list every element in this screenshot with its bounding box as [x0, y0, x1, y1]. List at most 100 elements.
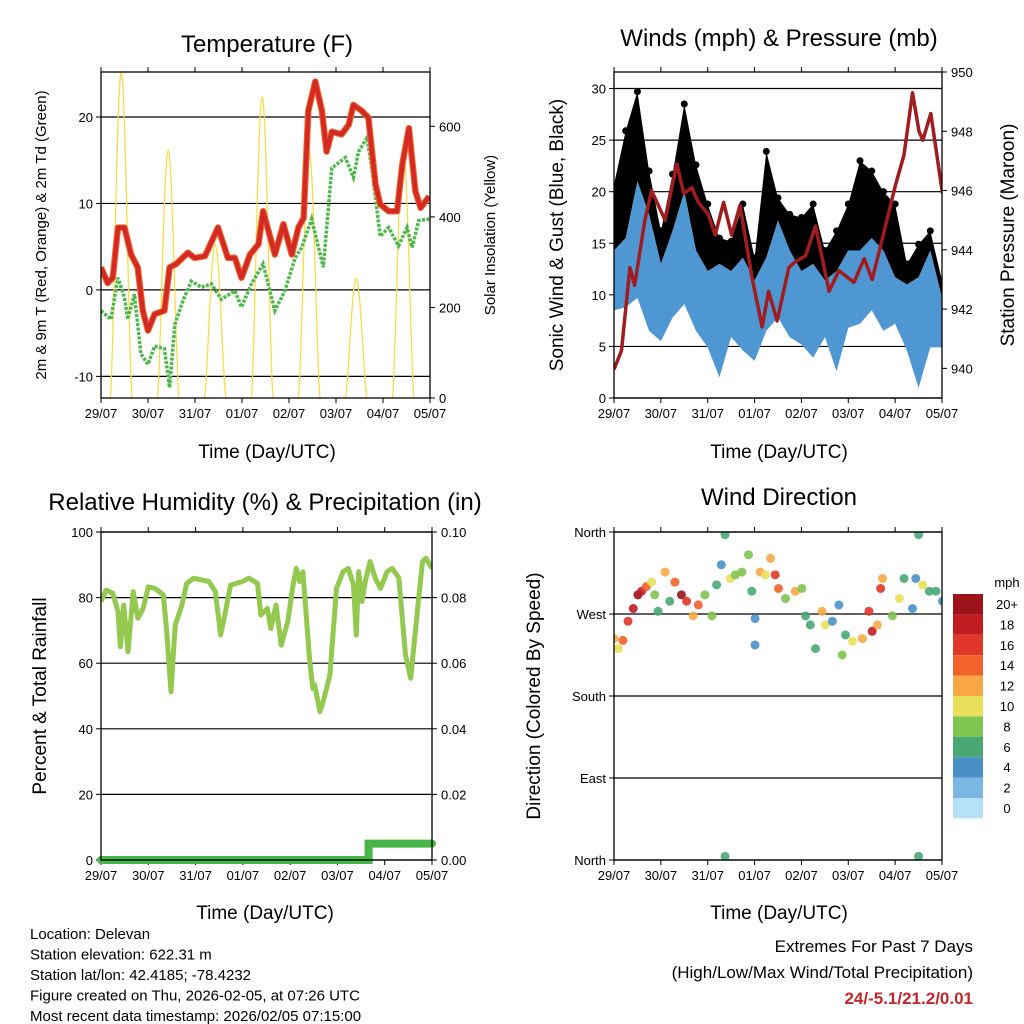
- wind-direction-point: [899, 573, 909, 583]
- wind-direction-point: [700, 590, 710, 600]
- wind-direction-point: [914, 532, 924, 540]
- gust-point: [680, 100, 688, 108]
- wind-direction-point: [773, 583, 783, 593]
- solar-insolation-line-day-3: [250, 95, 274, 398]
- legend-label: 20+: [996, 597, 1018, 612]
- plot-frame: [613, 71, 943, 399]
- x-tick-label: 31/07: [691, 406, 724, 421]
- wind-direction-point: [911, 573, 921, 583]
- x-tick-label: 02/07: [785, 406, 818, 421]
- x-tick-label: 30/07: [132, 406, 165, 421]
- wind-direction-point: [670, 577, 680, 587]
- legend-swatch: [953, 777, 983, 798]
- x-axis-label: Time (Day/UTC): [710, 442, 848, 463]
- x-tick-label: 02/07: [785, 868, 818, 883]
- y-tick-label-right: 0.02: [441, 787, 466, 802]
- gust-point: [727, 237, 735, 245]
- gust-point: [856, 157, 864, 165]
- temperature-2m-line: [101, 79, 430, 333]
- x-tick-label: 02/07: [273, 406, 306, 421]
- y-tick-label-right: 0: [439, 391, 446, 406]
- x-tick-label: 05/07: [414, 406, 447, 421]
- wind-direction-point: [924, 586, 934, 596]
- wind-direction-point: [857, 634, 867, 644]
- y-tick-label: 40: [79, 722, 93, 737]
- plot-area: [614, 532, 942, 860]
- extremes-subtitle: (High/Low/Max Wind/Total Precipitation): [672, 963, 973, 982]
- wind-direction-point: [737, 567, 747, 577]
- gust-point: [915, 240, 923, 248]
- wind-direction-point: [770, 570, 780, 580]
- gust-band: [614, 91, 942, 298]
- wind-direction-point: [676, 590, 686, 600]
- y-tick-label: -10: [74, 369, 93, 384]
- wind-direction-point: [688, 611, 698, 621]
- gust-point: [762, 147, 770, 155]
- y-tick-label: 15: [592, 236, 606, 251]
- wind-direction-point: [820, 620, 830, 630]
- x-tick-label: 03/07: [832, 406, 865, 421]
- wind_direction-panel: [609, 527, 943, 865]
- wind-direction-point: [801, 611, 811, 621]
- plot-frame: [100, 71, 431, 399]
- footer-line: Figure created on Thu, 2026-02-05, at 07…: [30, 988, 360, 1005]
- x-tick-label: 04/07: [368, 868, 401, 883]
- chart-title: Winds (mph) & Pressure (mb): [620, 25, 937, 52]
- y-tick-label: South: [572, 689, 606, 704]
- legend-swatch: [953, 736, 983, 758]
- y-tick-label-right: 946: [951, 184, 973, 199]
- x-tick-label: 05/07: [926, 868, 959, 883]
- wind-direction-point: [646, 577, 656, 587]
- pressure-line: [614, 90, 942, 370]
- wind-direction-point: [682, 596, 692, 606]
- gust-point: [833, 227, 841, 235]
- y-tick-label-right: 400: [439, 210, 461, 225]
- y-tick-label: North: [574, 853, 606, 868]
- wind-direction-point: [766, 553, 776, 563]
- legend-swatch: [953, 757, 983, 778]
- x-tick-label: 29/07: [598, 406, 631, 421]
- x-tick-label: 03/07: [321, 868, 354, 883]
- wind-direction-point: [650, 590, 660, 600]
- wind-direction-point: [760, 570, 770, 580]
- legend-label: 4: [1003, 760, 1010, 775]
- x-tick-label: 04/07: [367, 406, 400, 421]
- y-tick-label-right: 940: [951, 361, 973, 376]
- wind-direction-point: [834, 600, 844, 610]
- gust-point: [622, 127, 630, 135]
- solar-insolation-line-day-0: [109, 72, 133, 398]
- wind-direction-point: [864, 606, 874, 616]
- x-axis-label: Time (Day/UTC): [710, 903, 848, 924]
- wind-direction-point: [877, 573, 887, 583]
- wind-direction-point: [628, 604, 638, 614]
- sonic-wind-band: [614, 181, 942, 388]
- wind-direction-point: [931, 586, 941, 596]
- plot-area: [614, 88, 942, 388]
- legend-label: 12: [1000, 679, 1014, 694]
- x-tick-label: 01/07: [738, 406, 771, 421]
- x-tick-label: 01/07: [738, 868, 771, 883]
- legend-swatch: [953, 696, 983, 717]
- gust-point: [809, 200, 817, 208]
- y-tick-label: 60: [79, 656, 93, 671]
- x-tick-label: 29/07: [85, 406, 118, 421]
- y-tick-label-right: 200: [439, 300, 461, 315]
- y-tick-label-right: 0.08: [441, 591, 466, 606]
- wind-direction-point: [937, 596, 942, 606]
- humidity-panel: [96, 527, 437, 865]
- plot-area: [101, 555, 432, 715]
- x-tick-label: 03/07: [832, 868, 865, 883]
- legend-swatch: [953, 655, 983, 676]
- legend-swatch: [953, 594, 983, 615]
- wind-direction-point: [918, 580, 928, 590]
- wind-direction-point: [810, 644, 820, 654]
- wind-direction-point: [876, 583, 886, 593]
- x-tick-label: 29/07: [598, 868, 631, 883]
- gust-point: [657, 227, 665, 235]
- y-tick-label-right: 0.10: [441, 525, 466, 540]
- y-axis-label-right: Solar Insolation (Yellow): [482, 155, 499, 315]
- plot-frame: [613, 531, 943, 861]
- y-tick-label: 30: [592, 82, 606, 97]
- y-tick-label: West: [577, 607, 607, 622]
- wind-direction-point: [693, 600, 703, 610]
